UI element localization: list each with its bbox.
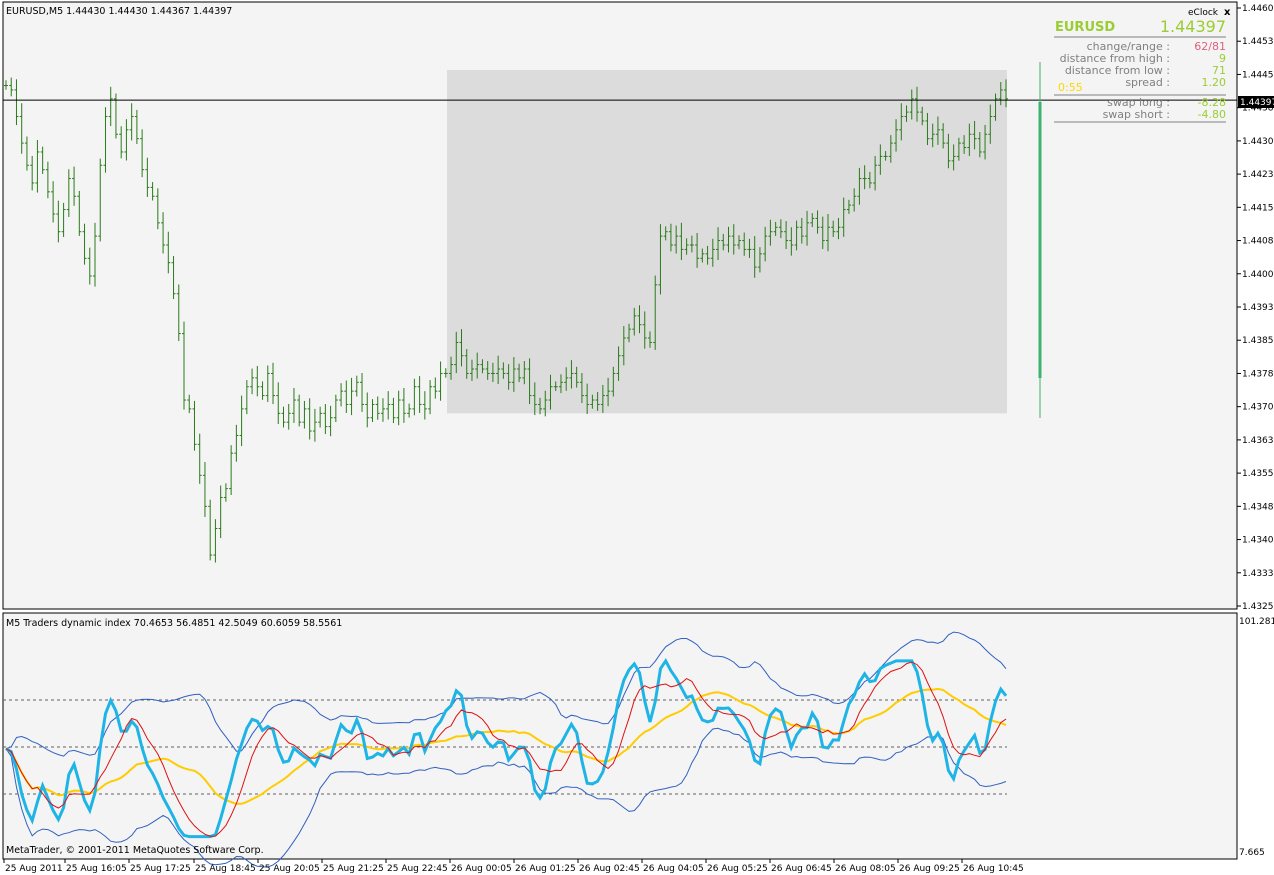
time-tick-label: 26 Aug 09:25 bbox=[899, 864, 960, 874]
eclock-swap-value: -4.80 bbox=[1198, 108, 1226, 121]
tdi-upper-band bbox=[5, 631, 1007, 757]
price-tick-label: 1.43555 bbox=[1242, 469, 1274, 479]
time-tick-label: 25 Aug 2011 bbox=[5, 864, 63, 874]
time-tick-label: 25 Aug 21:25 bbox=[323, 864, 384, 874]
time-tick-label: 25 Aug 20:05 bbox=[259, 864, 320, 874]
price-tick-label: 1.43705 bbox=[1242, 403, 1274, 413]
eclock-row-label: spread : bbox=[1125, 76, 1170, 89]
price-tick-label: 1.43330 bbox=[1242, 569, 1274, 579]
main-chart-header: EURUSD,M5 1.44430 1.44430 1.44367 1.4439… bbox=[6, 6, 232, 17]
time-tick-label: 26 Aug 05:25 bbox=[707, 864, 768, 874]
eclock-row-label: change/range : bbox=[1087, 40, 1170, 53]
time-tick-label: 26 Aug 00:05 bbox=[451, 864, 512, 874]
eclock-row-value: 9 bbox=[1219, 52, 1226, 65]
price-tick-label: 1.43480 bbox=[1242, 502, 1274, 512]
price-tick-label: 1.44605 bbox=[1242, 4, 1274, 14]
price-bars bbox=[4, 77, 1008, 563]
eclock-row-label: distance from high : bbox=[1060, 52, 1170, 65]
price-tick-label: 1.44230 bbox=[1242, 170, 1274, 180]
eclock-swap-label: swap long : bbox=[1107, 96, 1170, 109]
eclock-timer: 0:55 bbox=[1058, 81, 1083, 94]
time-tick-label: 25 Aug 16:05 bbox=[66, 864, 127, 874]
time-tick-label: 26 Aug 06:45 bbox=[771, 864, 832, 874]
current-price-label: 1.44397 bbox=[1240, 98, 1274, 108]
tdi-level-lines bbox=[3, 699, 1007, 795]
eclock-row-value: 1.20 bbox=[1202, 76, 1227, 89]
price-tick-label: 1.44305 bbox=[1242, 137, 1274, 147]
tdi-signal-line bbox=[5, 661, 1007, 837]
price-tick-label: 1.43255 bbox=[1242, 602, 1274, 612]
time-tick-label: 25 Aug 18:45 bbox=[195, 864, 256, 874]
eclock-row-value: 62/81 bbox=[1194, 40, 1226, 53]
price-tick-label: 1.43405 bbox=[1242, 536, 1274, 546]
eclock-row-value: 71 bbox=[1212, 64, 1226, 77]
price-tick-label: 1.43930 bbox=[1242, 303, 1274, 313]
eclock-panel: eClock x EURUSD 1.44397 change/range : 6… bbox=[1054, 7, 1231, 123]
shaded-range-zone bbox=[447, 70, 1007, 414]
eclock-row-label: distance from low : bbox=[1065, 64, 1170, 77]
copyright-text: MetaTrader, © 2001-2011 MetaQuotes Softw… bbox=[6, 845, 264, 856]
eclock-swap-value: -8.28 bbox=[1198, 96, 1226, 109]
indicator-axis-min: 7.665 bbox=[1239, 848, 1265, 858]
price-tick-label: 1.44455 bbox=[1242, 70, 1274, 80]
time-tick-label: 26 Aug 02:45 bbox=[579, 864, 640, 874]
tdi-lower-band bbox=[5, 727, 1007, 868]
price-tick-label: 1.44005 bbox=[1242, 270, 1274, 280]
indicator-axis-max: 101.2818 bbox=[1239, 617, 1274, 627]
price-tick-label: 1.44530 bbox=[1242, 37, 1274, 47]
price-tick-label: 1.43855 bbox=[1242, 336, 1274, 346]
time-tick-label: 25 Aug 22:45 bbox=[387, 864, 448, 874]
time-tick-label: 26 Aug 08:05 bbox=[835, 864, 896, 874]
eclock-price: 1.44397 bbox=[1160, 17, 1226, 36]
eclock-swap-label: swap short : bbox=[1103, 108, 1170, 121]
time-tick-label: 25 Aug 17:25 bbox=[130, 864, 191, 874]
eclock-symbol: EURUSD bbox=[1055, 20, 1115, 35]
time-axis: 25 Aug 2011 25 Aug 16:05 25 Aug 17:25 25 Au… bbox=[3, 859, 1024, 874]
price-tick-label: 1.44080 bbox=[1242, 237, 1274, 247]
time-tick-label: 26 Aug 01:25 bbox=[515, 864, 576, 874]
price-tick-label: 1.43780 bbox=[1242, 369, 1274, 379]
indicator-header: M5 Traders dynamic index 70.4653 56.4851… bbox=[6, 618, 342, 629]
price-tick-label: 1.44155 bbox=[1242, 203, 1274, 213]
indicator-area[interactable] bbox=[2, 612, 1238, 860]
time-tick-label: 26 Aug 10:45 bbox=[963, 864, 1024, 874]
current-price-marker bbox=[1238, 96, 1274, 108]
price-axis: 1.44605 1.44530 1.44455 1.44380 1.44305 1.442… bbox=[1237, 4, 1274, 612]
eclock-title: eClock bbox=[1188, 8, 1219, 18]
price-tick-label: 1.43630 bbox=[1242, 436, 1274, 446]
tdi-rsi-price-line bbox=[5, 657, 1008, 839]
time-tick-label: 26 Aug 04:05 bbox=[643, 864, 704, 874]
eclock-close-button[interactable]: x bbox=[1224, 7, 1231, 18]
price-tick-label: 1.44380 bbox=[1242, 104, 1274, 114]
